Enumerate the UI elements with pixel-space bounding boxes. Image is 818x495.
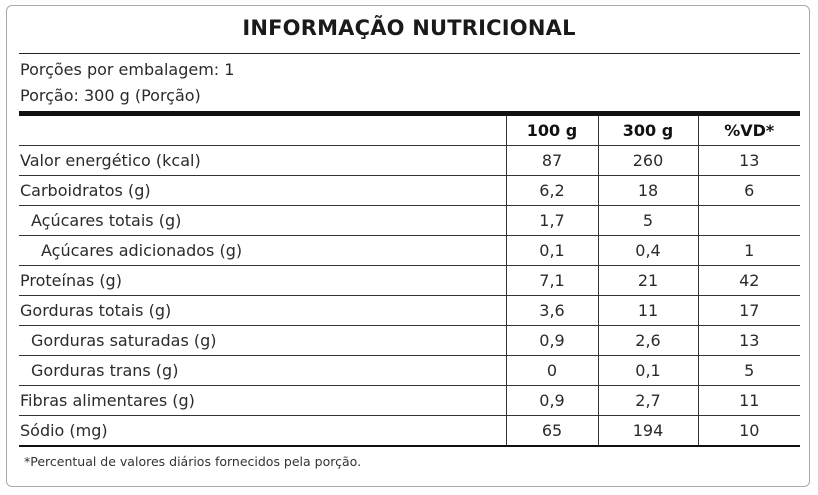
nutrient-name: Gorduras trans (g) [19, 355, 506, 386]
value-per-portion: 2,6 [597, 325, 698, 356]
value-per-portion: 21 [597, 265, 698, 296]
value-per-portion: 0,4 [597, 235, 698, 266]
daily-value-percent: 17 [697, 295, 800, 326]
daily-value-percent: 6 [697, 175, 800, 206]
value-per-portion: 260 [597, 145, 698, 176]
daily-value-percent: 13 [697, 325, 800, 356]
nutrient-name: Gorduras totais (g) [19, 295, 506, 326]
table-row: Carboidratos (g) 6,2 18 6 [19, 175, 800, 206]
value-per-100g: 1,7 [505, 205, 598, 236]
table-row: Gorduras trans (g) 0 0,1 5 [19, 355, 800, 386]
value-per-100g: 0,9 [505, 385, 598, 416]
value-per-100g: 0,1 [505, 235, 598, 266]
footnote: *Percentual de valores diários fornecido… [24, 454, 362, 469]
value-per-portion: 18 [597, 175, 698, 206]
daily-value-percent: 42 [697, 265, 800, 296]
daily-value-percent: 10 [697, 415, 800, 447]
value-per-100g: 3,6 [505, 295, 598, 326]
title-divider [19, 53, 800, 54]
value-per-portion: 5 [597, 205, 698, 236]
nutrition-table: 100 g 300 g %VD* Valor energético (kcal)… [19, 116, 800, 447]
table-row: Valor energético (kcal) 87 260 13 [19, 145, 800, 176]
nutrient-name: Proteínas (g) [19, 265, 506, 296]
value-per-portion: 11 [597, 295, 698, 326]
nutrient-name: Gorduras saturadas (g) [19, 325, 506, 356]
daily-value-percent [697, 205, 800, 236]
table-row: Sódio (mg) 65 194 10 [19, 415, 800, 447]
nutrient-name: Açúcares totais (g) [19, 205, 506, 236]
table-row: Açúcares adicionados (g) 0,1 0,4 1 [19, 235, 800, 266]
column-header-nutrient [19, 116, 506, 146]
value-per-100g: 7,1 [505, 265, 598, 296]
label-title: INFORMAÇÃO NUTRICIONAL [242, 16, 576, 40]
table-row: Fibras alimentares (g) 0,9 2,7 11 [19, 385, 800, 416]
daily-value-percent: 11 [697, 385, 800, 416]
value-per-100g: 65 [505, 415, 598, 447]
table-row: Açúcares totais (g) 1,7 5 [19, 205, 800, 236]
nutrient-name: Valor energético (kcal) [19, 145, 506, 176]
column-header-100g: 100 g [505, 116, 598, 146]
column-header-daily-value: %VD* [697, 116, 800, 146]
nutrient-name: Fibras alimentares (g) [19, 385, 506, 416]
table-row: Gorduras totais (g) 3,6 11 17 [19, 295, 800, 326]
value-per-100g: 87 [505, 145, 598, 176]
daily-value-percent: 1 [697, 235, 800, 266]
heavy-divider [19, 111, 800, 116]
column-header-portion: 300 g [597, 116, 698, 146]
serving-size: Porção: 300 g (Porção) [20, 86, 201, 105]
nutrition-table-body: Valor energético (kcal) 87 260 13 Carboidrat… [19, 145, 800, 447]
nutrient-name: Sódio (mg) [19, 415, 506, 447]
table-row: Gorduras saturadas (g) 0,9 2,6 13 [19, 325, 800, 356]
value-per-100g: 6,2 [505, 175, 598, 206]
nutrient-name: Açúcares adicionados (g) [19, 235, 506, 266]
value-per-portion: 194 [597, 415, 698, 447]
value-per-100g: 0 [505, 355, 598, 386]
nutrient-name: Carboidratos (g) [19, 175, 506, 206]
value-per-portion: 0,1 [597, 355, 698, 386]
value-per-portion: 2,7 [597, 385, 698, 416]
servings-per-package: Porções por embalagem: 1 [20, 60, 235, 79]
table-header-row: 100 g 300 g %VD* [19, 116, 800, 146]
daily-value-percent: 13 [697, 145, 800, 176]
value-per-100g: 0,9 [505, 325, 598, 356]
table-row: Proteínas (g) 7,1 21 42 [19, 265, 800, 296]
daily-value-percent: 5 [697, 355, 800, 386]
